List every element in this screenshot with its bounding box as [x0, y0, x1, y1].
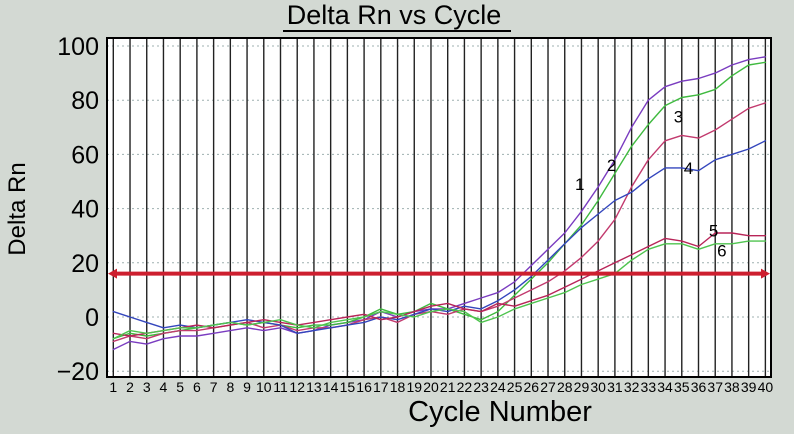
plot-border [106, 37, 772, 378]
x-tick-label: 30 [590, 379, 606, 395]
x-tick-label: 20 [423, 379, 439, 395]
x-tick-label: 8 [226, 379, 234, 395]
x-tick-label: 10 [256, 379, 272, 395]
x-tick-label: 26 [524, 379, 540, 395]
x-tick-label: 11 [273, 379, 288, 395]
x-tick-label: 34 [657, 379, 673, 395]
x-tick-label: 5 [176, 379, 184, 395]
x-tick-label: 22 [457, 379, 473, 395]
x-tick-label: 14 [323, 379, 339, 395]
series-label-3: 3 [674, 107, 683, 126]
x-tick-label: 35 [674, 379, 690, 395]
y-tick-label: 20 [71, 250, 99, 278]
x-tick-label: 15 [340, 379, 356, 395]
x-tick-label: 32 [624, 379, 640, 395]
y-tick-label: 80 [71, 87, 99, 115]
x-tick-label: 39 [741, 379, 757, 395]
x-tick-label: 7 [210, 379, 218, 395]
x-tick-label: 17 [373, 379, 389, 395]
x-tick-label: 31 [607, 379, 623, 395]
series-line-5 [112, 232, 767, 337]
y-tick-label: 0 [85, 304, 99, 332]
series-label-1: 1 [575, 175, 584, 194]
chart-title: Delta Rn vs Cycle [0, 0, 794, 33]
x-tick-label: 19 [406, 379, 422, 395]
x-tick-label: 29 [574, 379, 590, 395]
y-tick-label: 40 [71, 196, 99, 224]
x-axis-title: Cycle Number [408, 396, 592, 428]
x-tick-label: 38 [724, 379, 740, 395]
x-tick-label: 36 [691, 379, 707, 395]
y-tick-label: 60 [71, 141, 99, 169]
series-label-6: 6 [717, 242, 726, 261]
x-tick-label: 6 [193, 379, 201, 395]
x-tick-label: 40 [758, 379, 774, 395]
x-tick-label: 21 [440, 379, 456, 395]
series-label-4: 4 [684, 159, 693, 178]
x-tick-label: 1 [109, 379, 117, 395]
x-tick-label: 27 [540, 379, 556, 395]
x-tick-label: 23 [473, 379, 489, 395]
x-tick-label: 33 [641, 379, 657, 395]
chart-title-text: Delta Rn vs Cycle [282, 1, 512, 33]
x-tick-label: 12 [289, 379, 305, 395]
threshold-arrow-right [761, 268, 770, 279]
x-tick-label: 28 [557, 379, 573, 395]
series-line-6 [112, 240, 767, 340]
series-label-5: 5 [709, 221, 718, 240]
x-tick-label: 37 [707, 379, 723, 395]
series-label-2: 2 [607, 156, 616, 175]
x-tick-label: 9 [243, 379, 251, 395]
y-tick-label: 100 [57, 33, 99, 61]
x-tick-label: 2 [126, 379, 134, 395]
x-tick-label: 13 [306, 379, 322, 395]
x-tick-label: 25 [507, 379, 523, 395]
x-tick-label: 18 [390, 379, 406, 395]
x-tick-label: 24 [490, 379, 506, 395]
threshold-arrow-left [108, 268, 117, 279]
series-line-1 [112, 56, 767, 351]
x-tick-label: 4 [160, 379, 168, 395]
x-tick-label: 16 [356, 379, 372, 395]
x-tick-label: 3 [143, 379, 151, 395]
y-tick-label: −20 [57, 358, 99, 386]
plot-area [107, 38, 771, 377]
